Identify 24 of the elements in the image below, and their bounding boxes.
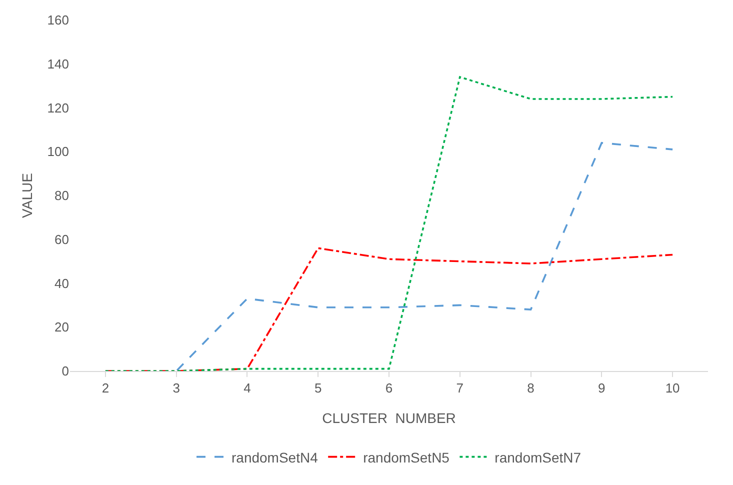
x-tick-label: 9 <box>598 380 606 396</box>
x-tick-label: 10 <box>665 380 680 396</box>
x-tick-label: 8 <box>527 380 534 396</box>
y-axis-title: VALUE <box>19 173 35 218</box>
y-tick-label: 100 <box>47 144 69 160</box>
y-tick-label: 120 <box>47 100 69 116</box>
y-tick-label: 140 <box>47 56 69 72</box>
y-tick-label: 0 <box>62 364 69 379</box>
legend-label: randomSetN7 <box>494 449 582 466</box>
legend-label: randomSetN4 <box>232 449 318 466</box>
y-tick-label: 20 <box>54 320 69 335</box>
y-tick-label: 80 <box>54 188 69 204</box>
line-series <box>104 76 674 371</box>
y-tick-label: 40 <box>54 276 69 291</box>
x-tick-label: 4 <box>244 380 251 396</box>
x-tick-label: 6 <box>385 380 393 396</box>
x-axis-title: CLUSTER NUMBER <box>322 410 456 426</box>
x-tick-label: 5 <box>314 380 322 396</box>
x-tick-label: 2 <box>102 380 110 396</box>
y-tick-label: 60 <box>54 232 69 247</box>
y-tick-label: 160 <box>47 12 69 28</box>
legend-label: randomSetN5 <box>363 449 450 466</box>
x-tick-label: 7 <box>456 380 464 396</box>
x-tick-label: 3 <box>172 380 180 396</box>
